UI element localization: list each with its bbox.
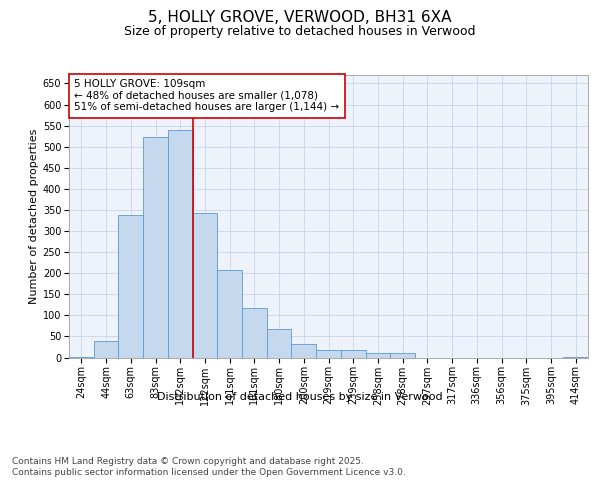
Bar <box>390 354 415 358</box>
Bar <box>168 130 193 358</box>
Text: 5, HOLLY GROVE, VERWOOD, BH31 6XA: 5, HOLLY GROVE, VERWOOD, BH31 6XA <box>148 10 452 25</box>
Bar <box>242 308 267 358</box>
Bar <box>316 350 341 358</box>
Bar <box>341 350 365 358</box>
Text: 5 HOLLY GROVE: 109sqm
← 48% of detached houses are smaller (1,078)
51% of semi-d: 5 HOLLY GROVE: 109sqm ← 48% of detached … <box>74 79 340 112</box>
Bar <box>365 354 390 358</box>
Bar <box>143 138 168 358</box>
Text: Size of property relative to detached houses in Verwood: Size of property relative to detached ho… <box>124 25 476 38</box>
Bar <box>69 356 94 358</box>
Bar <box>292 344 316 357</box>
Y-axis label: Number of detached properties: Number of detached properties <box>29 128 38 304</box>
Text: Distribution of detached houses by size in Verwood: Distribution of detached houses by size … <box>157 392 443 402</box>
Bar <box>563 356 588 358</box>
Bar <box>118 215 143 358</box>
Bar <box>217 270 242 358</box>
Bar <box>193 213 217 358</box>
Text: Contains HM Land Registry data © Crown copyright and database right 2025.
Contai: Contains HM Land Registry data © Crown c… <box>12 458 406 477</box>
Bar <box>94 340 118 357</box>
Bar <box>267 329 292 358</box>
